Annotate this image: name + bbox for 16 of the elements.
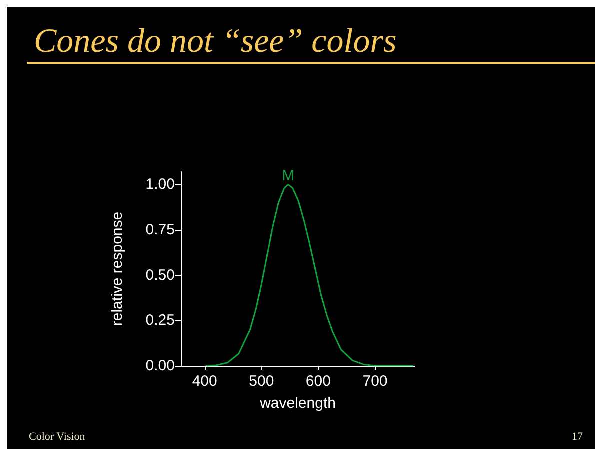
y-tick-label: 0.00 <box>146 358 175 374</box>
x-tick-label: 600 <box>306 373 331 390</box>
y-axis-title: relative response <box>109 212 126 326</box>
text: Color Vision <box>29 431 86 443</box>
text: 17 <box>572 431 583 443</box>
series-label: M <box>282 168 295 185</box>
y-tick-label: 0.50 <box>146 266 175 284</box>
x-tick-label: 400 <box>192 373 218 390</box>
chart-title: Cones do not “see” colors <box>34 23 397 61</box>
x-tick-label: 700 <box>362 373 388 390</box>
y-tick-label: 0.75 <box>146 222 175 239</box>
y-tick-label: 0.25 <box>146 312 175 330</box>
line-series <box>206 184 414 367</box>
x-axis-title: wavelength <box>259 395 336 412</box>
x-tick-label: 500 <box>249 373 274 390</box>
y-tick-label: 1.00 <box>146 176 175 194</box>
